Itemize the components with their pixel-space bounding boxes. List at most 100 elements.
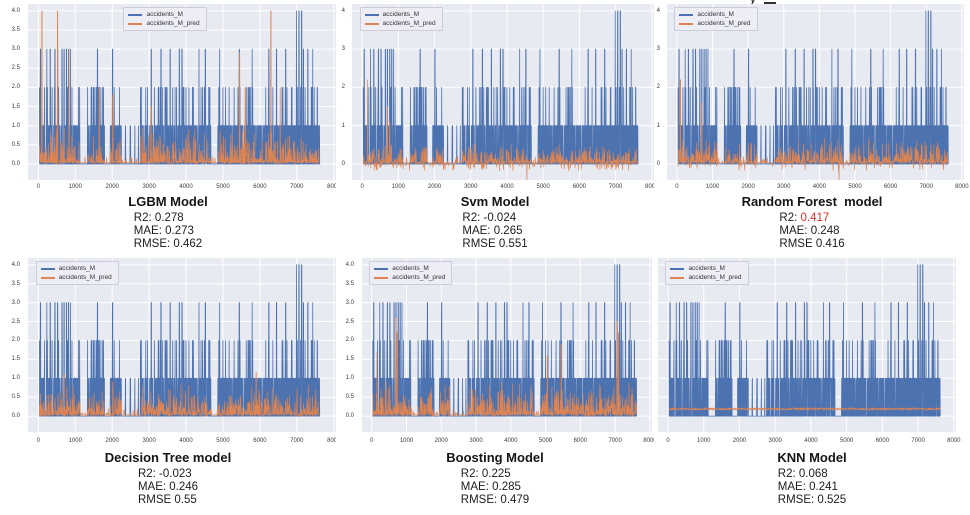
x-tick-label: 7000: [290, 184, 304, 190]
y-tick-label: 2.5: [11, 318, 20, 325]
metric-label: MAE:: [462, 225, 491, 237]
y-tick-label: 1: [656, 122, 660, 129]
legend-label-pred: accidents_M_pred: [146, 20, 200, 27]
x-tick-label: 7000: [919, 184, 933, 190]
metric-value: -0.023: [159, 468, 192, 480]
y-tick-label: 0.0: [11, 160, 20, 167]
x-tick-label: 3000: [464, 184, 478, 190]
x-tick-label: 3000: [142, 438, 156, 444]
x-tick-label: 2000: [732, 438, 747, 444]
x-tick-label: 0: [675, 184, 679, 190]
metric-value: 0.416: [815, 238, 845, 250]
x-axis-labels: 0 1000 2000 3000 4000 5000 6000 7000 8000: [352, 182, 654, 194]
pred-line-swatch: [364, 22, 379, 25]
chart-lgbm: 4.0 3.5 3.0 2.5 2.0 1.5 1.0 0.5 0.0 accidents_M …: [0, 0, 336, 252]
chart-metrics: R2: 0.417 MAE: 0.248 RMSE 0.416: [779, 212, 844, 251]
y-tick-label: 1.0: [345, 375, 354, 382]
y-tick-label: 0: [341, 160, 345, 167]
chart-canvas: [362, 258, 652, 432]
y-tick-label: 3.0: [345, 299, 354, 306]
chart-title: LGBM Model: [128, 194, 208, 209]
x-tick-label: 5000: [839, 438, 854, 444]
chart-title: Random Forest model: [741, 194, 883, 209]
legend-label-actual: accidents_M: [688, 265, 725, 272]
x-tick-label: 6000: [883, 184, 898, 190]
x-axis-labels: 0 1000 2000 3000 4000 5000 6000 7000 8000: [667, 182, 968, 194]
x-tick-label: 4000: [179, 184, 193, 190]
chart-knn: accidents_M accidents_M_pred 0 1000 2000 30…: [654, 252, 970, 515]
x-tick-label: 6000: [253, 184, 267, 190]
y-tick-label: 4.0: [345, 261, 354, 268]
x-tick-label: 6000: [875, 438, 890, 444]
metric-value: 0.278: [154, 212, 184, 224]
metric-value: 0.246: [169, 481, 199, 493]
y-tick-label: 4.0: [11, 261, 20, 268]
chart-caption: Svm Model R2: -0.024 MAE: 0.265 RMSE 0.5…: [336, 194, 654, 252]
y-tick-label: 2.5: [345, 318, 354, 325]
metric-value: 0.551: [498, 238, 528, 250]
y-axis-labels: 4 3 2 1 0: [654, 4, 664, 180]
pred-line-swatch: [40, 276, 55, 279]
chart-caption: KNN Model R2: 0.068 MAE: 0.241 RMSE: 0.5…: [654, 450, 970, 508]
chart-caption: Random Forest model R2: 0.417 MAE: 0.248…: [654, 194, 970, 252]
y-tick-label: 2.0: [11, 337, 20, 344]
metric-value: 0.285: [492, 481, 521, 493]
x-tick-label: 7000: [608, 438, 622, 444]
pred-line-swatch: [679, 22, 694, 25]
y-tick-label: 1.0: [11, 375, 20, 382]
chart-decision-tree: 4.0 3.5 3.0 2.5 2.0 1.5 1.0 0.5 0.0 accidents_M …: [0, 252, 336, 515]
metric-label: MAE:: [137, 481, 167, 493]
y-tick-label: 3.0: [11, 299, 20, 306]
actual-line-swatch: [679, 13, 694, 16]
metric-label: MAE:: [133, 225, 162, 237]
metric-value: 0.462: [173, 238, 203, 250]
y-axis-labels: 4.0 3.5 3.0 2.5 2.0 1.5 1.0 0.5 0.0: [336, 258, 358, 432]
x-tick-label: 2000: [105, 184, 119, 190]
y-tick-label: 2.5: [11, 65, 20, 72]
metric-label: RMSE:: [460, 494, 498, 506]
y-tick-label: 3.5: [11, 27, 20, 33]
x-tick-label: 5000: [216, 184, 230, 190]
legend: accidents_M accidents_M_pred: [369, 261, 453, 285]
y-tick-label: 0: [656, 160, 660, 167]
chart-metrics: R2: 0.068 MAE: 0.241 RMSE: 0.525: [778, 468, 846, 507]
chart-title: KNN Model: [777, 450, 847, 465]
y-tick-label: 1: [341, 122, 345, 129]
y-tick-label: 2: [341, 84, 345, 91]
metric-label: R2:: [462, 212, 481, 224]
pred-line-swatch: [670, 276, 685, 279]
metric-label: MAE:: [779, 225, 808, 237]
actual-line-swatch: [374, 267, 389, 270]
chart-canvas: [352, 4, 654, 180]
chart-title: Boosting Model: [446, 450, 544, 465]
x-tick-label: 8000: [327, 184, 336, 190]
y-tick-label: 3.5: [11, 280, 20, 287]
x-tick-label: 8000: [645, 184, 654, 190]
y-tick-label: 0.0: [345, 413, 354, 420]
pred-line-swatch: [128, 22, 143, 25]
metric-value: -0.024: [483, 212, 517, 224]
y-tick-label: 4: [656, 7, 660, 14]
legend: accidents_M accidents_M_pred: [674, 7, 758, 31]
actual-line-swatch: [364, 13, 379, 16]
y-tick-label: 2.0: [345, 337, 354, 344]
x-tick-label: 2000: [105, 438, 119, 444]
x-tick-label: 3000: [777, 184, 791, 190]
legend-label-actual: accidents_M: [58, 265, 96, 272]
metric-value: 0.55: [174, 494, 197, 506]
plot-area: accidents_M accidents_M_pred: [28, 258, 336, 432]
x-tick-label: 5000: [538, 438, 553, 444]
x-tick-label: 8000: [955, 184, 969, 190]
metric-value: 0.241: [809, 481, 838, 493]
x-tick-label: 0: [666, 438, 670, 444]
chart-caption: LGBM Model R2: 0.278 MAE: 0.273 RMSE: 0.…: [0, 194, 336, 252]
y-tick-label: 0.0: [11, 413, 20, 420]
pred-line-swatch: [374, 276, 389, 279]
y-tick-label: 1.0: [11, 122, 20, 129]
x-tick-label: 7000: [911, 438, 925, 444]
x-axis-labels: 0 1000 2000 3000 4000 5000 6000 7000 8000: [658, 436, 960, 448]
y-tick-label: 1.5: [11, 356, 20, 363]
metric-label: RMSE:: [133, 238, 171, 250]
x-tick-label: 3000: [768, 438, 782, 444]
x-tick-label: 1000: [391, 184, 406, 190]
